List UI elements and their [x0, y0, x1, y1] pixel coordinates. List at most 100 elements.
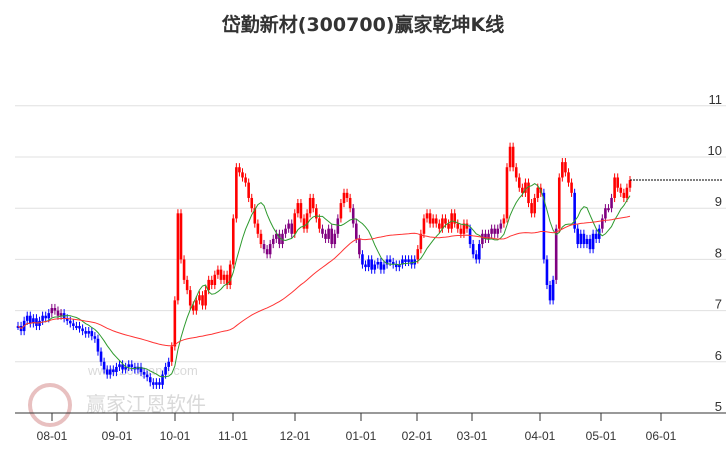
candle	[625, 183, 629, 203]
candle-body	[364, 264, 367, 268]
candle-body	[588, 238, 592, 250]
candle	[38, 316, 41, 331]
candle	[456, 219, 460, 233]
candle-body	[333, 233, 337, 245]
candle-body	[345, 192, 349, 198]
candle	[321, 224, 324, 238]
candle	[290, 219, 294, 238]
candle-body	[336, 218, 340, 234]
candle-body	[176, 213, 180, 301]
candle	[361, 250, 364, 269]
candle	[176, 209, 180, 305]
candle-body	[542, 192, 546, 260]
candle-body	[278, 233, 281, 245]
candle-body	[391, 261, 395, 265]
x-tick-label: 12-01	[280, 429, 311, 443]
candle-body	[616, 177, 619, 188]
candle-body	[99, 351, 103, 362]
y-tick-label: 11	[709, 92, 723, 107]
candle-body	[561, 162, 564, 178]
x-tick-label: 06-01	[646, 429, 677, 443]
candle-body	[108, 369, 112, 375]
candle	[265, 245, 269, 259]
candle	[533, 193, 536, 218]
candle-body	[65, 318, 69, 321]
candle	[567, 168, 570, 187]
candle	[394, 260, 398, 272]
candle	[72, 319, 75, 331]
candle	[75, 321, 78, 331]
candle	[339, 198, 343, 223]
candle	[84, 326, 87, 338]
candle-body	[93, 336, 97, 339]
candle-body	[548, 285, 552, 301]
candle-body	[275, 233, 278, 239]
candle-body	[293, 213, 297, 234]
candle-body	[75, 325, 78, 328]
candle-body	[59, 313, 63, 316]
candle-body	[112, 369, 115, 373]
candle-body	[398, 264, 401, 268]
x-tick-label: 05-01	[586, 429, 617, 443]
candle-body	[299, 203, 303, 219]
candle	[53, 303, 57, 315]
candle	[496, 224, 500, 238]
candle	[302, 214, 306, 233]
x-tick-label: 10-01	[160, 429, 191, 443]
candle	[588, 234, 592, 254]
candle	[102, 357, 106, 374]
candle	[271, 234, 275, 249]
candle-body	[404, 259, 407, 262]
candle-body	[225, 274, 229, 285]
candle-body	[118, 364, 121, 367]
candle-body	[367, 259, 370, 268]
candle	[305, 209, 309, 233]
candle-body	[173, 300, 177, 347]
candle-body	[115, 366, 118, 373]
candle-body	[164, 366, 167, 375]
candle-body	[401, 259, 404, 265]
candle	[557, 173, 561, 233]
candle	[524, 178, 527, 197]
candle	[148, 373, 152, 387]
x-tick-label: 09-01	[102, 429, 133, 443]
candle-body	[573, 192, 576, 229]
candle	[25, 311, 29, 325]
candle	[367, 255, 370, 272]
candle-body	[551, 279, 555, 301]
candle	[370, 255, 373, 274]
candle-body	[210, 279, 214, 285]
candle	[35, 314, 38, 331]
candle	[407, 255, 410, 267]
candle-body	[536, 187, 540, 198]
watermark: www.260gann.com 赢家江恩软件	[28, 363, 206, 427]
candle	[410, 255, 413, 269]
candle	[118, 360, 121, 372]
candle	[398, 260, 401, 272]
candle	[505, 163, 509, 223]
candle-body	[453, 213, 457, 224]
candle	[284, 224, 287, 238]
candle-body	[339, 203, 343, 219]
candle-body	[370, 259, 373, 270]
candle-body	[290, 223, 294, 234]
candle-body	[259, 233, 263, 245]
candle-body	[182, 259, 186, 280]
candle-body	[428, 213, 432, 224]
candle	[431, 214, 435, 228]
candle	[142, 367, 146, 379]
candle	[167, 357, 170, 372]
candle	[493, 224, 496, 238]
candle-body	[416, 249, 420, 260]
candle	[434, 214, 438, 228]
candle	[351, 204, 355, 228]
candle	[201, 291, 204, 310]
candle	[551, 275, 555, 305]
candle	[112, 365, 115, 377]
candle-body	[422, 218, 426, 234]
candle-body	[431, 218, 435, 224]
candle	[222, 270, 226, 284]
candle-body	[622, 192, 626, 198]
candle-body	[84, 331, 87, 334]
candle	[188, 286, 192, 310]
